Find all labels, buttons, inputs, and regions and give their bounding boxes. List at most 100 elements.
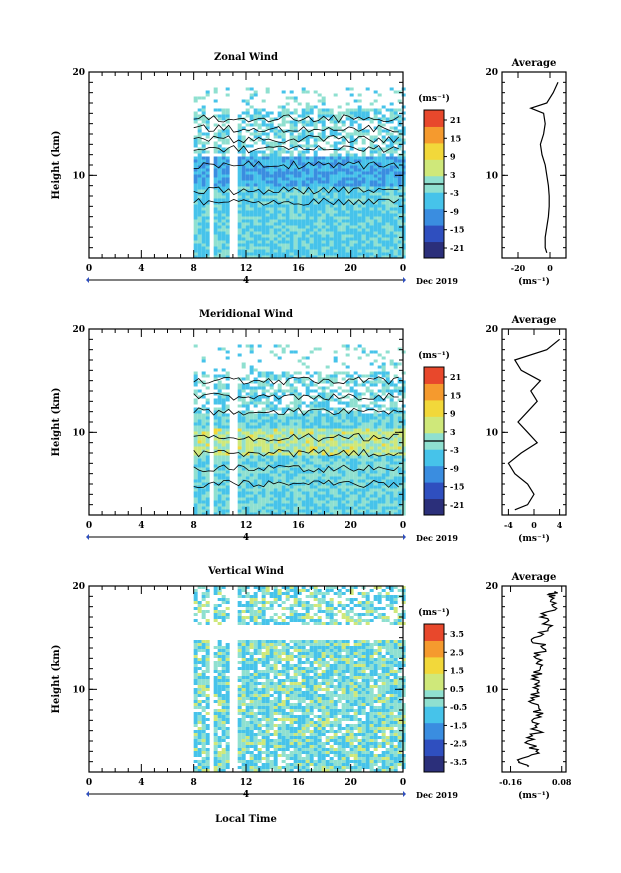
colorbar-tick-label: 3 [450, 427, 456, 437]
average-y-tick-label: 20 [485, 325, 498, 335]
colorbar-tick-label: 15 [450, 133, 461, 143]
average-frame [501, 328, 567, 516]
colorbar-tick-label: -9 [450, 206, 459, 216]
date-label: Dec 2019 [416, 533, 458, 543]
panel-title: Vertical Wind [207, 566, 284, 577]
date-marker: 4 [243, 790, 249, 800]
y-tick-label: 10 [72, 428, 85, 438]
colorbar-swatch [424, 159, 444, 177]
y-axis-label: Height (km) [51, 131, 62, 200]
panel-title: Zonal Wind [214, 52, 278, 63]
y-tick-label: 10 [72, 685, 85, 695]
panel-meridional: Meridional Wind 20 10 Height (km) 0 4 8 12 16 20 0… [51, 309, 567, 544]
average-profile-line [507, 338, 560, 511]
colorbar-unit: (ms⁻¹) [418, 350, 450, 361]
colorbar-swatch [424, 640, 444, 658]
average-x-tick-label: 0.08 [552, 777, 572, 787]
colorbar-swatch [424, 399, 444, 417]
date-bar-end [403, 277, 406, 283]
contour-lines [193, 376, 399, 489]
y-axis-label: Height (km) [51, 388, 62, 457]
colorbar-tick-label: -3 [450, 188, 459, 198]
date-marker: 4 [243, 533, 249, 543]
y-tick-label: 10 [72, 171, 85, 181]
colorbar-tick-label: 9 [450, 409, 456, 419]
colorbar-swatch [424, 755, 444, 773]
panel-vertical: Vertical Wind 20 10 Height (km) 0 4 8 12 16 20 0 4 D… [51, 566, 572, 801]
heatmap-field [193, 586, 406, 772]
x-axis-label: Local Time [215, 814, 277, 825]
colorbar-swatch [424, 706, 444, 724]
x-tick-label: 20 [344, 264, 357, 274]
colorbar-tick-label: -3 [450, 445, 459, 455]
colorbar-tick-label: 21 [450, 115, 461, 125]
x-tick-label: 16 [292, 521, 305, 531]
y-tick-label: 20 [72, 68, 85, 78]
average-x-tick-label: 4 [557, 520, 563, 530]
average-title: Average [511, 315, 557, 326]
x-tick-label: 0 [86, 778, 92, 788]
panel-title: Meridional Wind [199, 309, 293, 320]
y-tick-label: 20 [72, 582, 85, 592]
x-tick-label: 8 [191, 521, 197, 531]
average-unit: (ms⁻¹) [518, 276, 550, 287]
colorbar-tick-label: -1.5 [450, 720, 467, 730]
date-bar-start [86, 277, 89, 283]
average-x-tick-label: 0 [531, 520, 537, 530]
colorbar-swatch [424, 241, 444, 259]
date-label: Dec 2019 [416, 790, 458, 800]
date-marker: 4 [243, 276, 249, 286]
x-tick-label: 12 [240, 521, 253, 531]
panel-zonal: Zonal Wind 20 10 Height (km) 0 4 8 12 16 20 0 4 Dec … [51, 52, 567, 287]
average-title: Average [511, 572, 557, 583]
average-x-tick-label: 0 [547, 263, 553, 273]
colorbar-tick-label: -15 [450, 482, 464, 492]
colorbar-tick-label: 0.5 [450, 684, 464, 694]
average-y-tick-label: 10 [485, 428, 498, 438]
x-tick-label: 16 [292, 264, 305, 274]
colorbar-unit: (ms⁻¹) [418, 93, 450, 104]
colorbar-tick-label: 9 [450, 152, 456, 162]
x-tick-label: 20 [344, 778, 357, 788]
y-tick-label: 20 [72, 325, 85, 335]
colorbar-swatch [424, 465, 444, 483]
heatmap-field [193, 344, 406, 516]
colorbar-swatch [424, 722, 444, 740]
average-y-tick-label: 10 [485, 171, 498, 181]
colorbar-swatch [424, 225, 444, 243]
average-profile-line [516, 590, 558, 768]
x-tick-label: 0 [86, 264, 92, 274]
date-label: Dec 2019 [416, 276, 458, 286]
x-tick-label: 8 [191, 264, 197, 274]
colorbar-swatch [424, 416, 444, 434]
x-tick-label: 4 [138, 778, 144, 788]
colorbar-tick-label: 15 [450, 390, 461, 400]
colorbar-swatch [424, 482, 444, 500]
average-x-tick-label: -4 [504, 520, 513, 530]
colorbar-swatch [424, 367, 444, 384]
x-tick-label: 20 [344, 521, 357, 531]
x-tick-label: 12 [240, 264, 253, 274]
colorbar-tick-label: -2.5 [450, 739, 467, 749]
date-bar-start [86, 534, 89, 540]
colorbar-swatch [424, 383, 444, 401]
x-tick-label: 16 [292, 778, 305, 788]
date-bar-start [86, 791, 89, 797]
colorbar-swatch [424, 624, 444, 641]
colorbar-swatch [424, 656, 444, 674]
x-tick-label: 0 [400, 264, 406, 274]
colorbar-swatch [424, 673, 444, 691]
colorbar-tick-label: 1.5 [450, 666, 464, 676]
heatmap-field [193, 87, 406, 259]
date-bar-end [403, 791, 406, 797]
colorbar-swatch [424, 142, 444, 160]
colorbar-tick-label: -3.5 [450, 757, 467, 767]
y-axis-label: Height (km) [51, 645, 62, 714]
average-title: Average [511, 58, 557, 69]
average-x-tick-label: -0.16 [499, 777, 522, 787]
x-tick-label: 0 [86, 521, 92, 531]
colorbar-swatch [424, 126, 444, 144]
colorbar-swatch [424, 110, 444, 127]
x-tick-label: 4 [138, 521, 144, 531]
